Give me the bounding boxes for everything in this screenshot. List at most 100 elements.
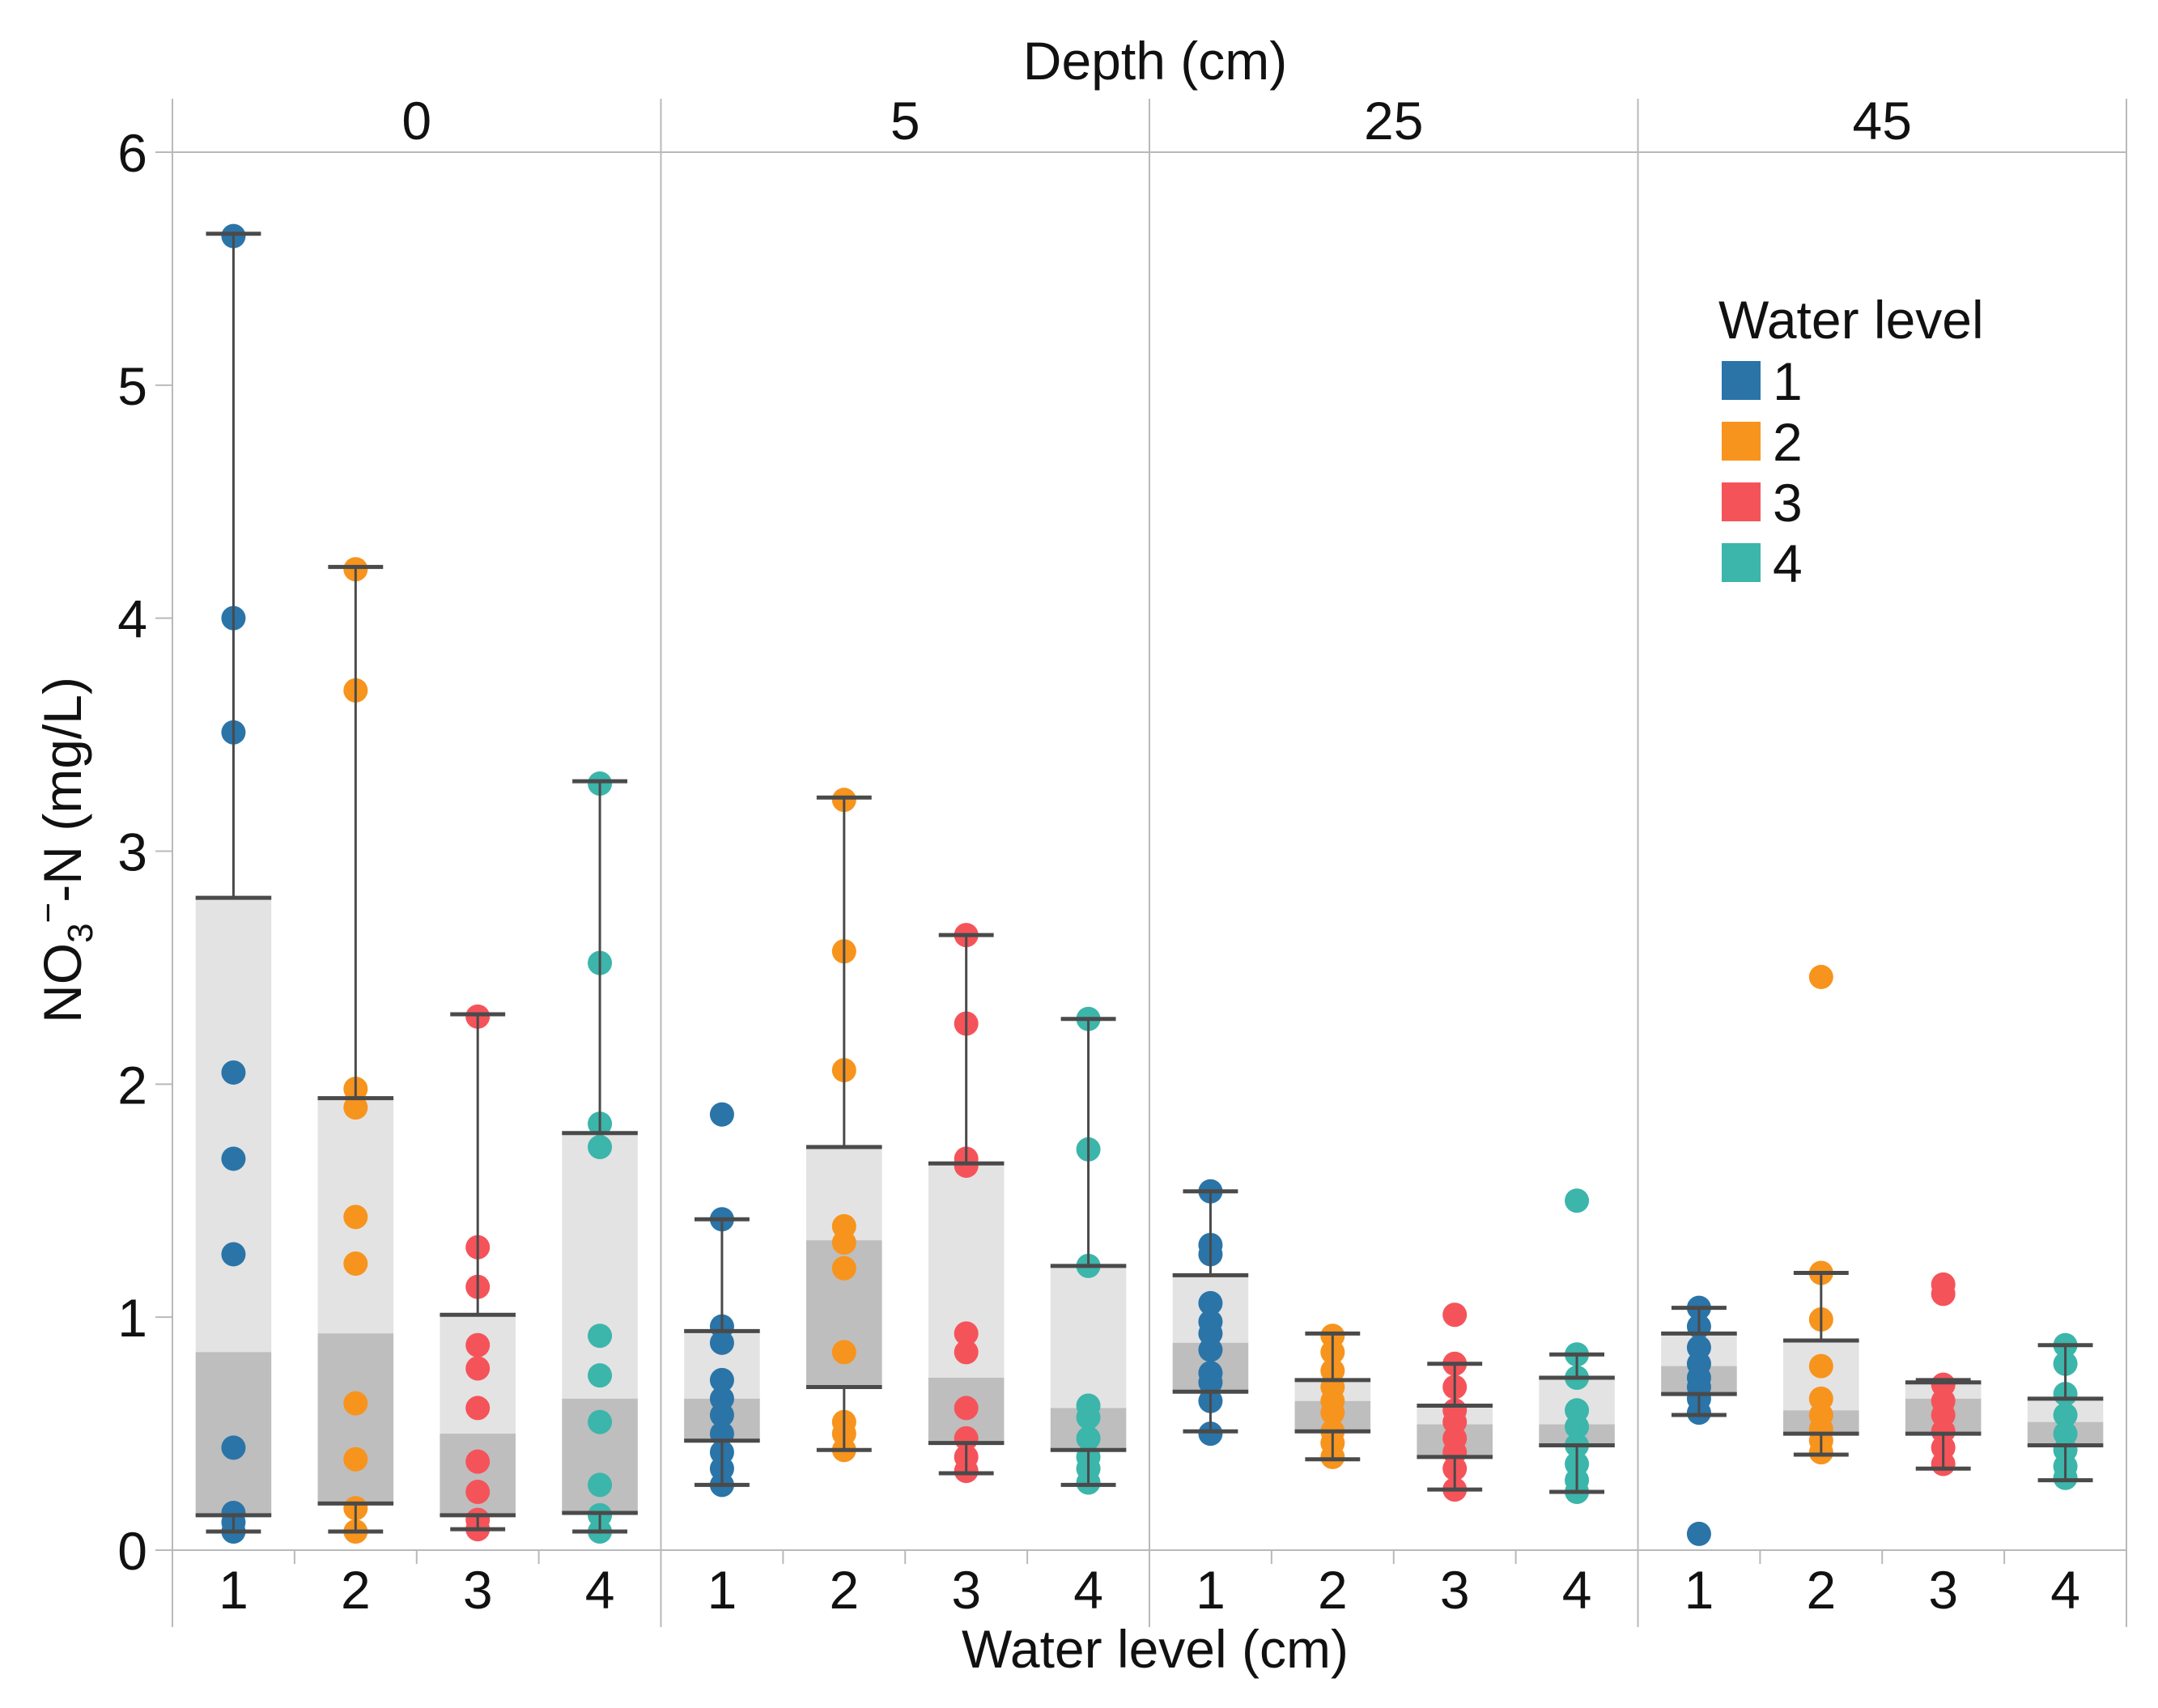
x-tick-label: 2 (1806, 1560, 1836, 1620)
x-tick-label: 2 (1318, 1560, 1348, 1620)
legend-swatch-3 (1722, 482, 1761, 521)
panel-header-depth-45: 45 (1853, 91, 1912, 151)
data-point-depth25-level1 (1198, 1421, 1223, 1447)
text-layer: Depth (cm) Water level (cm) NO3−-N (mg/L… (28, 31, 2080, 1679)
data-point-depth0-level2 (343, 1447, 368, 1472)
data-point-depth0-level3 (465, 1480, 491, 1505)
data-point-depth0-level2 (343, 1391, 368, 1416)
data-point-depth0-level1 (221, 1242, 246, 1267)
x-tick-label: 1 (707, 1560, 737, 1620)
chart-title: Depth (cm) (1023, 31, 1287, 91)
y-axis-label-rest: -N (mg/L) (32, 677, 92, 903)
y-tick-label: 3 (117, 822, 147, 882)
legend-title: Water level (1718, 290, 1984, 350)
y-axis-label: NO3−-N (mg/L) (28, 677, 100, 1023)
data-point-depth45-level3 (1931, 1281, 1956, 1306)
data-point-depth5-level4 (1076, 1404, 1101, 1430)
y-tick-label: 1 (117, 1288, 147, 1348)
data-point-depth25-level1 (1198, 1370, 1223, 1395)
box-layer (195, 898, 2104, 1515)
x-tick-label: 4 (1073, 1560, 1103, 1620)
data-point-depth0-level3 (465, 1396, 491, 1421)
y-tick-label: 5 (117, 356, 147, 416)
data-point-depth5-level3 (954, 1340, 979, 1365)
data-point-depth0-level3 (465, 1449, 491, 1474)
data-point-depth5-level4 (1076, 1425, 1101, 1451)
data-point-depth5-level1 (709, 1403, 734, 1428)
data-point-depth0-level4 (588, 1409, 613, 1434)
data-point-depth0-level3 (465, 1332, 491, 1357)
legend-label-4: 4 (1773, 533, 1803, 593)
data-point-depth25-level2 (1320, 1400, 1345, 1425)
grid-layer (155, 99, 2127, 1627)
x-tick-label: 1 (1196, 1560, 1226, 1620)
data-point-depth0-level2 (343, 1205, 368, 1230)
data-point-depth0-level4 (588, 1323, 613, 1349)
legend-swatch-4 (1722, 543, 1761, 582)
x-tick-label: 4 (1562, 1560, 1592, 1620)
data-point-depth5-level3 (954, 1154, 979, 1179)
data-point-depth45-level1 (1686, 1521, 1711, 1546)
data-point-depth5-level1 (709, 1102, 734, 1127)
x-tick-label: 1 (1684, 1560, 1714, 1620)
data-point-depth5-level3 (954, 1321, 979, 1346)
x-tick-label: 3 (951, 1560, 981, 1620)
y-tick-label: 4 (117, 589, 147, 649)
data-point-depth0-level2 (343, 1251, 368, 1276)
data-point-depth25-level4 (1565, 1414, 1590, 1439)
data-point-depth25-level4 (1565, 1188, 1590, 1213)
data-point-depth0-level4 (588, 1472, 613, 1498)
x-tick-label: 3 (1440, 1560, 1470, 1620)
data-point-depth0-level1 (221, 1435, 246, 1460)
box-upper-depth0-level1 (195, 898, 272, 1353)
x-tick-label: 3 (463, 1560, 493, 1620)
box-lower-depth0-level1 (195, 1352, 272, 1515)
legend-label-3: 3 (1773, 473, 1803, 533)
data-point-depth5-level2 (831, 1340, 856, 1365)
data-point-depth45-level2 (1808, 1353, 1833, 1379)
legend-label-1: 1 (1773, 351, 1803, 411)
data-point-depth0-level4 (588, 1363, 613, 1388)
data-point-depth0-level1 (221, 1060, 246, 1085)
box-upper-depth0-level4 (562, 1132, 638, 1399)
data-point-depth5-level1 (709, 1367, 734, 1392)
data-point-depth0-level2 (343, 1095, 368, 1120)
x-tick-label: 4 (2050, 1560, 2080, 1620)
data-point-depth25-level3 (1442, 1302, 1468, 1328)
y-axis-label-main: NO (32, 943, 92, 1023)
data-point-depth0-level4 (588, 1135, 613, 1160)
data-point-depth0-level1 (221, 1146, 246, 1171)
data-point-depth45-level4 (2053, 1403, 2078, 1428)
x-tick-label: 1 (219, 1560, 249, 1620)
data-point-depth5-level1 (709, 1330, 734, 1355)
data-point-depth25-level1 (1198, 1290, 1223, 1315)
x-tick-label: 3 (1928, 1560, 1958, 1620)
legend-swatch-1 (1722, 361, 1761, 400)
y-axis-label-subscript: 3 (61, 923, 100, 942)
data-point-depth45-level2 (1808, 964, 1833, 989)
legend-label-2: 2 (1773, 412, 1803, 472)
data-point-depth25-level1 (1198, 1337, 1223, 1362)
panel-header-depth-5: 5 (890, 91, 920, 151)
panel-header-depth-0: 0 (401, 91, 431, 151)
y-tick-label: 2 (117, 1055, 147, 1115)
data-point-depth0-level3 (465, 1356, 491, 1381)
data-point-depth5-level3 (954, 1396, 979, 1421)
x-tick-label: 4 (585, 1560, 615, 1620)
whisker-layer (195, 232, 2104, 1534)
box-lower-depth0-level2 (317, 1333, 394, 1504)
box-upper-depth5-level4 (1050, 1265, 1127, 1408)
x-axis-label: Water level (cm) (962, 1619, 1349, 1679)
y-tick-label: 6 (117, 123, 147, 183)
legend-swatch-2 (1722, 422, 1761, 461)
panel-header-depth-25: 25 (1364, 91, 1423, 151)
x-tick-label: 2 (341, 1560, 371, 1620)
data-point-depth5-level2 (831, 1230, 856, 1256)
y-tick-label: 0 (117, 1521, 147, 1581)
data-point-depth5-level2 (831, 1256, 856, 1281)
x-tick-label: 2 (829, 1560, 859, 1620)
y-axis-label-superscript: − (28, 903, 68, 924)
